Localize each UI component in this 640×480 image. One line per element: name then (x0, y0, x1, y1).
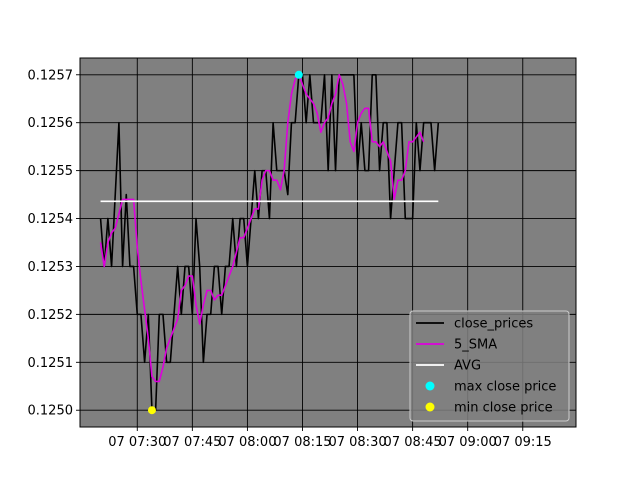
y-tick-label: 0.1252 (28, 308, 74, 323)
plot-frame (79, 57, 577, 428)
x-tick-label: 07 07:30 (108, 435, 166, 450)
y-tick-label: 0.1254 (28, 212, 74, 227)
y-axis: 0.1250 0.1251 0.1252 0.1253 0.1254 0.1255 0.12… (28, 68, 80, 419)
marker-layer (147, 70, 303, 415)
legend-min-close-price-swatch (425, 402, 435, 412)
max-close-price-point (294, 70, 303, 79)
y-tick-label: 0.1250 (28, 404, 74, 419)
x-tick-label: 07 08:45 (384, 435, 442, 450)
x-tick-label: 07 07:45 (163, 435, 221, 450)
legend-max-close-price-label: max close price (454, 380, 556, 395)
x-tick-label: 07 08:15 (273, 435, 331, 450)
legend-min-close-price-label: min close price (454, 401, 553, 416)
x-tick-label: 07 09:15 (494, 435, 552, 450)
series-5-sma-line (99, 73, 425, 383)
y-tick-label: 0.1256 (28, 116, 74, 131)
min-close-price-point (147, 406, 156, 415)
y-tick-label: 0.1255 (28, 164, 74, 179)
legend-box (409, 310, 570, 422)
series-close-prices-line (99, 73, 440, 412)
legend-max-close-price-swatch (425, 381, 435, 391)
legend: close_prices 5_SMA AVG max close price min c… (409, 310, 570, 422)
legend-avg-label: AVG (454, 359, 481, 374)
y-tick-label: 0.1253 (28, 260, 74, 275)
x-tick-label: 07 08:30 (328, 435, 386, 450)
x-tick-label: 07 09:00 (439, 435, 497, 450)
legend-close-prices-label: close_prices (454, 317, 533, 332)
y-tick-label: 0.1257 (28, 68, 74, 83)
series-layer (99, 73, 440, 412)
x-tick-label: 07 08:00 (218, 435, 276, 450)
y-tick-label: 0.1251 (28, 356, 74, 371)
legend-5-sma-label: 5_SMA (454, 338, 497, 353)
